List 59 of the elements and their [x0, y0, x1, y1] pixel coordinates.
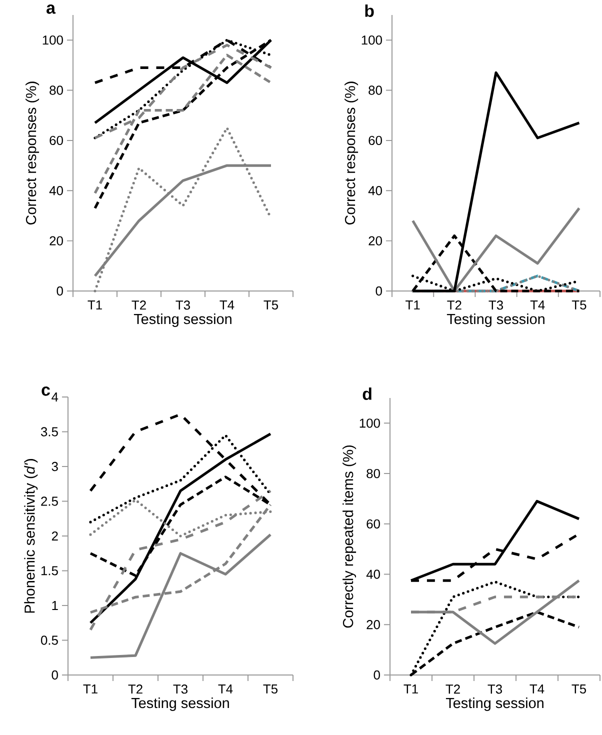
- y-tick-label: 0: [52, 670, 58, 680]
- x-tick-label: T4: [218, 684, 233, 694]
- y-tick-label: 80: [368, 86, 382, 95]
- y-axis-title: Correct responses (%): [344, 82, 358, 225]
- y-tick-label: 2.5: [41, 496, 58, 506]
- x-tick-label: T2: [128, 684, 142, 694]
- chart-title: c: [42, 386, 50, 396]
- y-tick-label: 20: [50, 236, 63, 246]
- chart-title: a: [46, 4, 56, 14]
- x-axis-title: Testing session: [131, 698, 229, 711]
- x-tick-label: T1: [404, 684, 418, 694]
- x-tick-label: T3: [488, 300, 503, 310]
- y-tick-label: 0.5: [40, 636, 58, 645]
- x-tick-label: T3: [488, 684, 502, 694]
- x-axis-title: Testing session: [446, 698, 544, 711]
- x-axis-title: Testing session: [446, 314, 544, 327]
- y-tick-label: 3: [52, 462, 58, 472]
- chart-title: b: [365, 4, 374, 17]
- y-tick-label: 80: [50, 86, 63, 95]
- y-tick-label: 80: [366, 468, 380, 478]
- x-tick-label: T4: [220, 300, 234, 310]
- y-tick-label: 0: [56, 286, 63, 296]
- x-tick-label: T4: [530, 300, 545, 310]
- x-tick-label: T1: [88, 300, 102, 310]
- y-axis-title: Phonemic sensitivity (d'): [24, 459, 38, 613]
- y-tick-label: 0: [376, 286, 382, 296]
- y-tick-label: 100: [360, 418, 380, 428]
- y-tick-label: 3.5: [40, 427, 58, 436]
- x-tick-label: T1: [406, 300, 420, 310]
- y-tick-label: 20: [368, 236, 382, 246]
- y-axis-title: Correctly repeated items (%): [342, 446, 356, 628]
- x-tick-label: T2: [446, 684, 460, 694]
- y-tick-label: 60: [366, 519, 380, 528]
- y-tick-label: 4: [52, 392, 58, 402]
- chart-title: d: [362, 388, 372, 400]
- x-tick-label: T4: [530, 684, 544, 694]
- x-tick-label: T5: [264, 300, 278, 310]
- x-tick-label: T2: [132, 300, 146, 310]
- y-axis-title: Correct responses (%): [26, 82, 40, 225]
- y-tick-label: 0: [374, 670, 380, 680]
- y-tick-label: 40: [49, 186, 63, 196]
- x-tick-label: T3: [173, 684, 188, 694]
- y-tick-label: 1: [52, 601, 58, 610]
- y-tick-label: 60: [368, 136, 382, 146]
- y-tick-label: 40: [368, 186, 382, 196]
- x-tick-label: T1: [83, 684, 98, 694]
- x-tick-label: T2: [447, 300, 462, 310]
- y-tick-label: 1.5: [41, 566, 58, 576]
- y-tick-label: 2: [52, 531, 58, 541]
- y-tick-label: 100: [42, 35, 63, 45]
- y-tick-label: 40: [366, 570, 380, 579]
- x-tick-label: T5: [263, 684, 278, 694]
- y-tick-label: 100: [362, 35, 382, 45]
- x-tick-label: T5: [572, 300, 586, 310]
- x-axis-title: Testing session: [134, 314, 232, 327]
- y-tick-label: 60: [50, 136, 63, 146]
- y-tick-label: 20: [366, 620, 380, 630]
- x-tick-label: T3: [176, 300, 190, 310]
- x-tick-label: T5: [572, 684, 586, 694]
